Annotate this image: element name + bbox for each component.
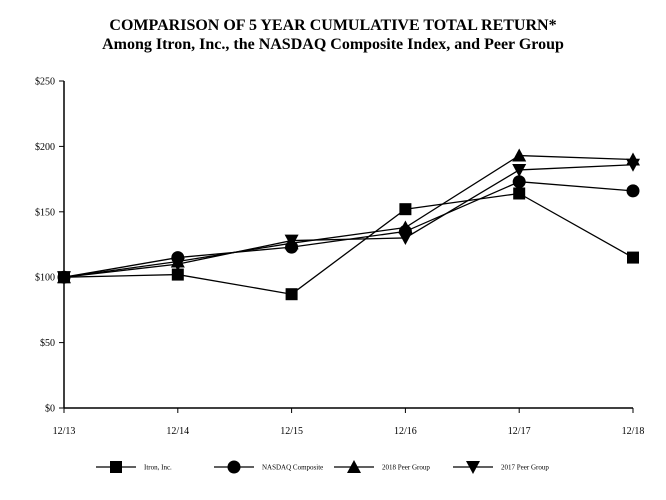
- square-marker-icon: [171, 268, 184, 281]
- y-tick-label: $0: [45, 404, 55, 415]
- square-marker-icon: [285, 288, 298, 301]
- series-line: [63, 164, 634, 278]
- y-tick-label: $150: [35, 207, 55, 218]
- x-tick-label: 12/18: [622, 426, 645, 437]
- triangle-down-marker-icon: [170, 258, 185, 272]
- series-line: [63, 192, 634, 295]
- triangle-up-marker-icon: [512, 148, 527, 162]
- x-tick-label: 12/14: [166, 426, 189, 437]
- triangle-down-marker-icon: [398, 231, 413, 245]
- series-line: [63, 181, 634, 278]
- y-tick-label: $50: [40, 338, 55, 349]
- y-tick-label: $200: [35, 142, 55, 153]
- circle-marker-icon: [512, 175, 526, 189]
- chart-title: COMPARISON OF 5 YEAR CUMULATIVE TOTAL RE…: [109, 17, 557, 34]
- legend-triangle-up-icon: [347, 460, 361, 473]
- series-line: [63, 154, 634, 278]
- legend-label: 2017 Peer Group: [501, 464, 549, 472]
- legend-circle-icon: [227, 460, 241, 474]
- x-tick-label: 12/13: [53, 426, 76, 437]
- legend-label: Itron, Inc.: [144, 464, 172, 472]
- square-marker-icon: [513, 187, 526, 200]
- x-tick-label: 12/17: [508, 426, 531, 437]
- triangle-up-marker-icon: [398, 220, 413, 234]
- legend-triangle-down-icon: [466, 461, 480, 474]
- x-tick-label: 12/15: [280, 426, 303, 437]
- square-marker-icon: [399, 203, 412, 216]
- square-marker-icon: [627, 251, 639, 264]
- y-tick-label: $100: [35, 273, 55, 284]
- circle-marker-icon: [626, 184, 640, 198]
- triangle-down-marker-icon: [57, 271, 71, 285]
- x-tick-label: 12/16: [394, 426, 417, 437]
- triangle-down-marker-icon: [512, 163, 527, 177]
- triangle-down-marker-icon: [284, 234, 299, 248]
- legend-label: 2018 Peer Group: [382, 464, 430, 472]
- triangle-down-marker-icon: [626, 158, 640, 172]
- y-tick-label: $250: [35, 77, 55, 88]
- legend-label: NASDAQ Composite: [262, 464, 323, 472]
- legend-square-icon: [110, 461, 122, 473]
- chart-subtitle: Among Itron, Inc., the NASDAQ Composite …: [102, 36, 564, 53]
